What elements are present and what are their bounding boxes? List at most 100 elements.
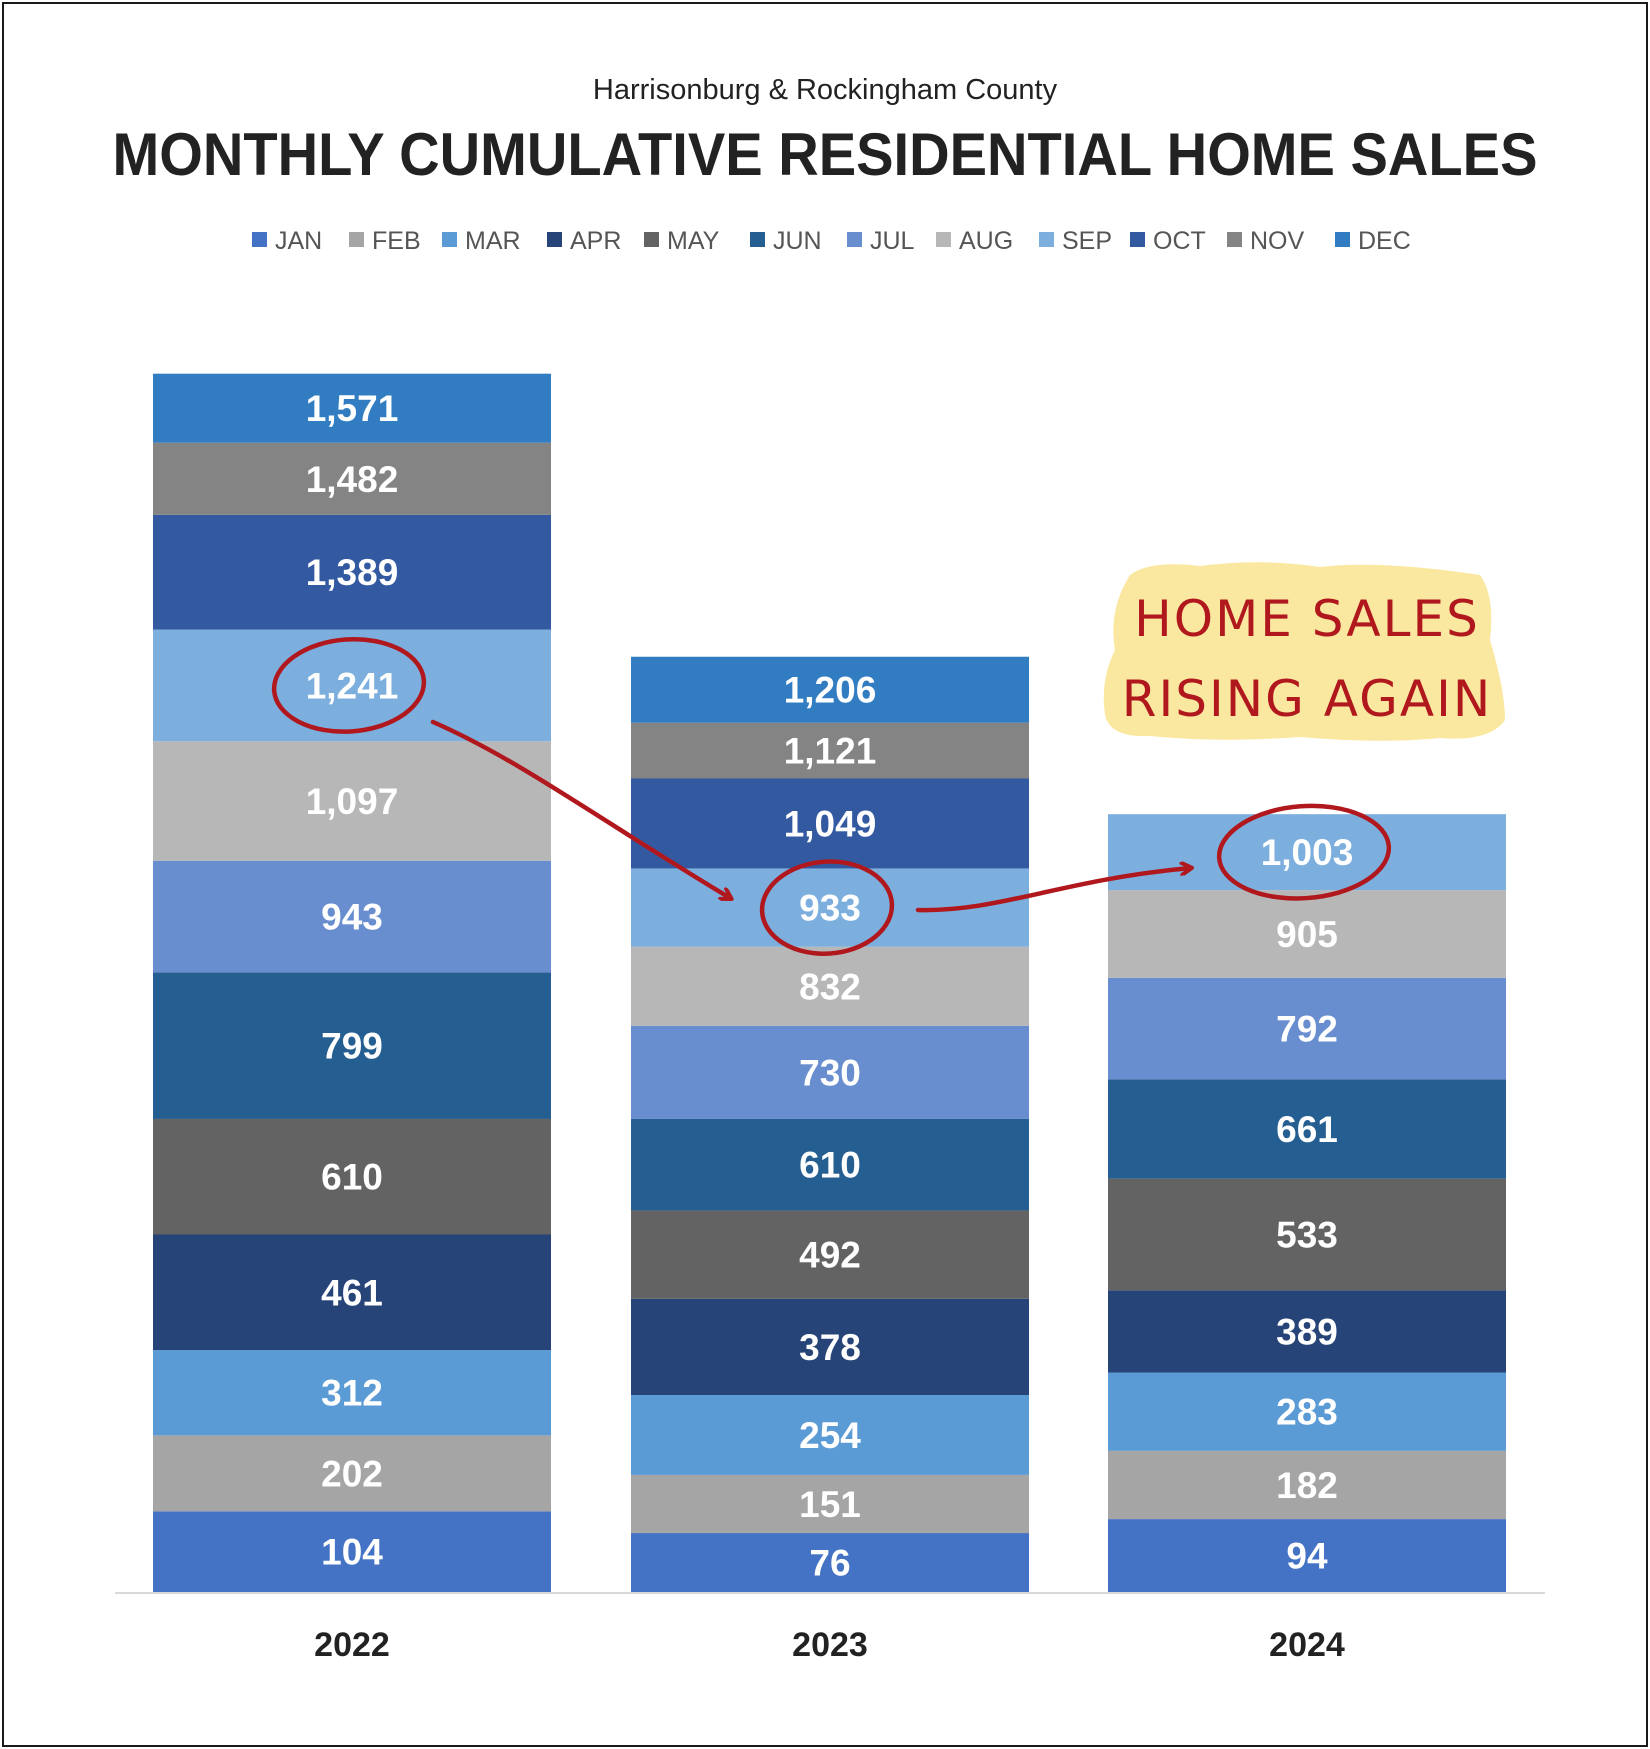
bar-segment-2022-may bbox=[153, 1118, 551, 1235]
data-label-2024-jul: 792 bbox=[1276, 1009, 1338, 1050]
data-label-2022-oct: 1,389 bbox=[306, 552, 399, 593]
bar-segment-2022-oct bbox=[153, 514, 551, 630]
data-label-2023-jun: 610 bbox=[799, 1145, 861, 1186]
category-label-2022: 2022 bbox=[314, 1626, 390, 1664]
category-labels-group: 2022 2023 2024 bbox=[314, 1626, 1345, 1664]
chart-title: MONTHLY CUMULATIVE RESIDENTIAL HOME SALE… bbox=[113, 121, 1538, 188]
legend-label-dec: DEC bbox=[1358, 227, 1411, 255]
data-label-2022-jun: 799 bbox=[321, 1026, 383, 1067]
legend-swatch-jun bbox=[750, 232, 765, 247]
bar-segment-2022-nov bbox=[153, 442, 551, 515]
legend-swatch-sep bbox=[1039, 232, 1054, 247]
bar-segment-2024-feb bbox=[1108, 1450, 1506, 1520]
legend-swatch-aug bbox=[936, 232, 951, 247]
bar-segment-2024-jul bbox=[1108, 977, 1506, 1080]
bar-segment-2024-apr bbox=[1108, 1290, 1506, 1373]
note-annotation: HOME SALES RISING AGAIN bbox=[1103, 562, 1505, 741]
bar-segment-2024-may bbox=[1108, 1178, 1506, 1291]
data-label-2023-sep: 933 bbox=[799, 888, 861, 929]
data-label-2024-apr: 389 bbox=[1276, 1311, 1338, 1352]
bar-segment-2022-jan bbox=[153, 1511, 551, 1592]
note-highlight bbox=[1103, 562, 1505, 741]
bar-segment-2024-jan bbox=[1108, 1519, 1506, 1592]
data-label-2022-feb: 202 bbox=[321, 1453, 383, 1494]
data-label-2023-feb: 151 bbox=[799, 1484, 861, 1525]
data-label-2023-nov: 1,121 bbox=[784, 731, 877, 772]
bar-segment-2023-jul bbox=[631, 1025, 1029, 1119]
bar-segment-2024-jun bbox=[1108, 1079, 1506, 1179]
category-label-2024: 2024 bbox=[1269, 1626, 1345, 1664]
legend-swatch-apr bbox=[547, 232, 562, 247]
data-label-2024-sep: 1,003 bbox=[1261, 832, 1354, 873]
circle-highlight-2024 bbox=[1216, 803, 1392, 901]
data-label-2023-aug: 832 bbox=[799, 966, 861, 1007]
bar-segment-2023-feb bbox=[631, 1474, 1029, 1534]
data-label-2024-feb: 182 bbox=[1276, 1465, 1338, 1506]
bar-segment-2022-jun bbox=[153, 972, 551, 1119]
arrow-2023-to-2024 bbox=[915, 868, 1190, 913]
bar-segment-2023-dec bbox=[631, 656, 1029, 723]
bar-segment-2022-aug bbox=[153, 741, 551, 861]
data-label-2024-may: 533 bbox=[1276, 1214, 1338, 1255]
data-label-2022-mar: 312 bbox=[321, 1373, 383, 1414]
data-label-2024-jun: 661 bbox=[1276, 1109, 1338, 1150]
data-label-2022-sep: 1,241 bbox=[306, 665, 399, 706]
legend-swatch-nov bbox=[1227, 232, 1242, 247]
data-label-2022-apr: 461 bbox=[321, 1272, 383, 1313]
bar-segment-2022-mar bbox=[153, 1350, 551, 1436]
data-label-2024-aug: 905 bbox=[1276, 914, 1338, 955]
bar-segment-2023-oct bbox=[631, 778, 1029, 869]
data-label-2022-jul: 943 bbox=[321, 897, 383, 938]
bar-segment-2023-jan bbox=[631, 1533, 1029, 1592]
circle-highlight-2022 bbox=[271, 637, 427, 734]
legend: JAN FEB MAR APR MAY JUN JUL AUG SEP OCT NOV DEC bbox=[252, 227, 1411, 255]
bar-segment-2023-jun bbox=[631, 1118, 1029, 1211]
bars-group bbox=[153, 373, 1506, 1592]
circle-annotations bbox=[271, 637, 1392, 956]
circle-highlight-2023 bbox=[759, 859, 895, 956]
bar-segment-2023-mar bbox=[631, 1395, 1029, 1475]
data-label-2023-oct: 1,049 bbox=[784, 803, 877, 844]
legend-swatch-jan bbox=[252, 232, 267, 247]
legend-label-mar: MAR bbox=[465, 227, 521, 255]
legend-label-sep: SEP bbox=[1062, 227, 1112, 255]
bar-segment-2024-aug bbox=[1108, 890, 1506, 978]
legend-swatch-oct bbox=[1130, 232, 1145, 247]
bar-segment-2022-apr bbox=[153, 1234, 551, 1351]
bar-segment-2022-jul bbox=[153, 860, 551, 973]
data-label-2023-jan: 76 bbox=[809, 1543, 850, 1584]
data-label-2023-jul: 730 bbox=[799, 1052, 861, 1093]
bar-segment-2023-apr bbox=[631, 1298, 1029, 1396]
legend-label-jul: JUL bbox=[870, 227, 915, 255]
data-label-2024-jan: 94 bbox=[1286, 1536, 1328, 1577]
chart-subtitle: Harrisonburg & Rockingham County bbox=[593, 74, 1058, 106]
legend-swatch-jul bbox=[847, 232, 862, 247]
data-label-2023-mar: 254 bbox=[799, 1415, 861, 1456]
bar-segment-2023-nov bbox=[631, 722, 1029, 779]
note-line-1: HOME SALES bbox=[1134, 590, 1480, 648]
bar-segment-2022-dec bbox=[153, 373, 551, 443]
data-label-2022-nov: 1,482 bbox=[306, 459, 399, 500]
data-label-2022-jan: 104 bbox=[321, 1532, 383, 1573]
bar-segment-2024-mar bbox=[1108, 1372, 1506, 1451]
bar-segment-2022-feb bbox=[153, 1435, 551, 1512]
data-label-2022-dec: 1,571 bbox=[306, 388, 399, 429]
bar-segment-2023-may bbox=[631, 1210, 1029, 1299]
legend-swatch-feb bbox=[349, 232, 364, 247]
legend-label-nov: NOV bbox=[1250, 227, 1305, 255]
data-label-2022-may: 610 bbox=[321, 1157, 383, 1198]
legend-label-feb: FEB bbox=[372, 227, 421, 255]
legend-label-may: MAY bbox=[667, 227, 720, 255]
legend-swatch-dec bbox=[1335, 232, 1350, 247]
note-line-2: RISING AGAIN bbox=[1122, 670, 1492, 728]
data-label-2022-aug: 1,097 bbox=[306, 781, 399, 822]
bar-segment-2023-aug bbox=[631, 946, 1029, 1026]
legend-label-jun: JUN bbox=[773, 227, 822, 255]
bar-segment-2024-sep bbox=[1108, 814, 1506, 891]
legend-swatch-mar bbox=[442, 232, 457, 247]
data-label-2023-apr: 378 bbox=[799, 1327, 861, 1368]
data-label-2023-may: 492 bbox=[799, 1235, 861, 1276]
legend-swatch-may bbox=[644, 232, 659, 247]
legend-label-jan: JAN bbox=[275, 227, 322, 255]
